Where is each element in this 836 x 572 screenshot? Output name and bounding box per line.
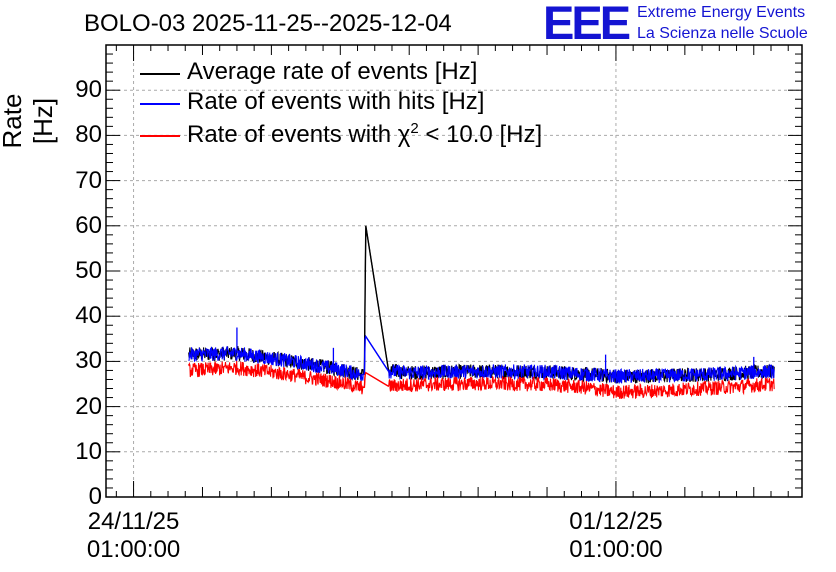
x-tick-label-time: 01:00:00 — [569, 536, 663, 563]
legend-item-hits: Rate of events with hits [Hz] — [140, 88, 620, 118]
y-tick-label-30: 30 — [75, 347, 102, 375]
chart-title: BOLO-03 2025-11-25--2025-12-04 — [84, 10, 452, 37]
y-tick-label-70: 70 — [75, 166, 102, 194]
series-spike-hits — [360, 334, 390, 376]
series-line-chi2 — [188, 360, 775, 400]
logo-text-line2: La Scienza nelle Scuole — [637, 25, 808, 42]
legend-item-average: Average rate of events [Hz] — [140, 58, 620, 88]
legend-swatch-hits — [140, 103, 180, 105]
legend-swatch-chi2 — [140, 135, 180, 137]
legend-chi2-suffix: < 10.0 [Hz] — [418, 121, 543, 148]
x-tick-label-date: 24/11/25 — [87, 508, 180, 535]
y-tick-label-80: 80 — [75, 121, 102, 149]
y-tick-label-0: 0 — [88, 483, 102, 510]
x-tick-label-date: 01/12/25 — [569, 508, 663, 535]
legend-chi2-superscript: 2 — [410, 120, 419, 137]
legend-label-average: Average rate of events [Hz] — [187, 58, 478, 85]
y-tick-label-60: 60 — [75, 211, 102, 239]
logo-text-line1: Extreme Energy Events — [637, 4, 806, 21]
legend-swatch-average — [140, 73, 180, 75]
x-tick-label-1: 01/12/25 01:00:00 — [546, 508, 686, 564]
y-tick-label-20: 20 — [75, 392, 102, 420]
y-tick-label-10: 10 — [75, 437, 102, 465]
legend-chi2-prefix: Rate of events with χ — [187, 121, 411, 148]
legend-item-chi2: Rate of events with χ2 < 10.0 [Hz] — [140, 120, 620, 150]
legend-label-hits: Rate of events with hits [Hz] — [187, 88, 485, 115]
y-tick-label-40: 40 — [75, 302, 102, 330]
series-spike-chi2 — [360, 371, 389, 389]
series-line-hits — [188, 336, 775, 385]
legend-label-chi2: Rate of events with χ2 < 10.0 [Hz] — [187, 120, 542, 149]
eee-logo-mark: EEE — [543, 0, 631, 49]
x-tick-label-0: 24/11/25 01:00:00 — [64, 508, 204, 564]
y-tick-label-90: 90 — [75, 76, 102, 104]
y-tick-label-50: 50 — [75, 257, 102, 284]
x-tick-label-time: 01:00:00 — [86, 536, 181, 563]
